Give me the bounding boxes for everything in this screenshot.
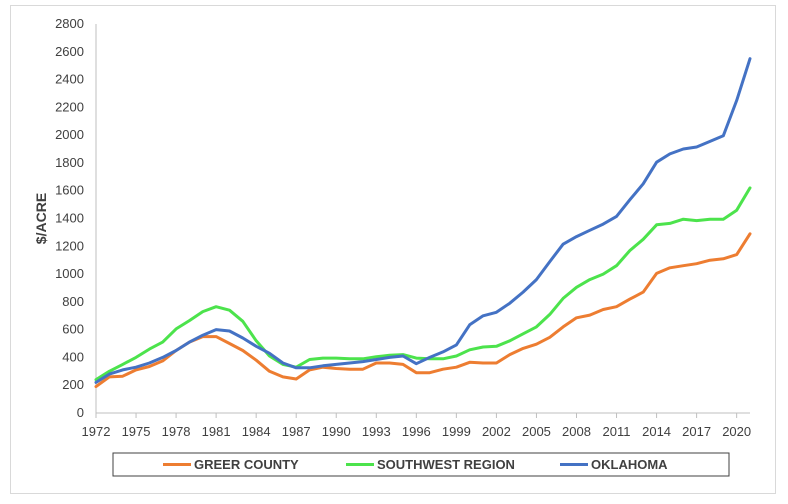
y-tick-label: 2800 xyxy=(55,16,84,31)
series-lines xyxy=(94,57,752,389)
x-tick-label: 2005 xyxy=(522,424,551,439)
y-tick-label: 400 xyxy=(62,349,84,364)
series-line-southwest-region xyxy=(94,186,752,382)
y-tick-label: 0 xyxy=(77,405,84,420)
y-tick-label: 1600 xyxy=(55,183,84,198)
chart-frame: 0 200 400 600 800 1000 1200 1400 1600 1800 2000 220… xyxy=(10,5,776,494)
y-tick-label: 2200 xyxy=(55,99,84,114)
y-tick-label: 800 xyxy=(62,294,84,309)
x-tick-label: 1978 xyxy=(162,424,191,439)
x-tick-label: 1987 xyxy=(282,424,311,439)
line-chart: 0 200 400 600 800 1000 1200 1400 1600 1800 2000 220… xyxy=(33,16,752,477)
x-tick-label: 1972 xyxy=(82,424,111,439)
x-tick-label: 1990 xyxy=(322,424,351,439)
x-tick-label: 2017 xyxy=(682,424,711,439)
legend: GREER COUNTY SOUTHWEST REGION OKLAHOMA xyxy=(112,452,730,477)
series-line-oklahoma xyxy=(94,57,752,384)
x-tick-label: 2014 xyxy=(642,424,671,439)
x-tick-label: 1984 xyxy=(242,424,271,439)
series-line-greer-county xyxy=(94,232,752,389)
y-tick-label: 600 xyxy=(62,322,84,337)
axes xyxy=(95,24,750,418)
x-tick-label: 1993 xyxy=(362,424,391,439)
legend-label-greer-county: GREER COUNTY xyxy=(194,457,299,472)
x-tick-label: 2002 xyxy=(482,424,511,439)
x-tick-label: 1975 xyxy=(122,424,151,439)
y-tick-label: 2600 xyxy=(55,44,84,59)
y-tick-label: 2000 xyxy=(55,127,84,142)
x-tick-label: 2011 xyxy=(603,424,631,439)
legend-box xyxy=(112,452,730,477)
x-tick-label: 1981 xyxy=(202,424,231,439)
y-tick-label: 1800 xyxy=(55,155,84,170)
legend-label-oklahoma: OKLAHOMA xyxy=(591,457,668,472)
y-tick-label: 200 xyxy=(62,377,84,392)
y-tick-label: 2400 xyxy=(55,72,84,87)
y-tick-label: 1200 xyxy=(55,238,84,253)
x-tick-label: 2008 xyxy=(562,424,591,439)
legend-label-southwest-region: SOUTHWEST REGION xyxy=(377,457,515,472)
x-tick-label: 1996 xyxy=(402,424,431,439)
x-tick-label: 2020 xyxy=(722,424,751,439)
tick-labels: 0 200 400 600 800 1000 1200 1400 1600 1800 2000 220… xyxy=(55,16,751,439)
x-tick-label: 1999 xyxy=(442,424,471,439)
y-axis-title: $/ACRE xyxy=(33,193,49,244)
y-tick-label: 1000 xyxy=(55,266,84,281)
y-tick-label: 1400 xyxy=(55,211,84,226)
